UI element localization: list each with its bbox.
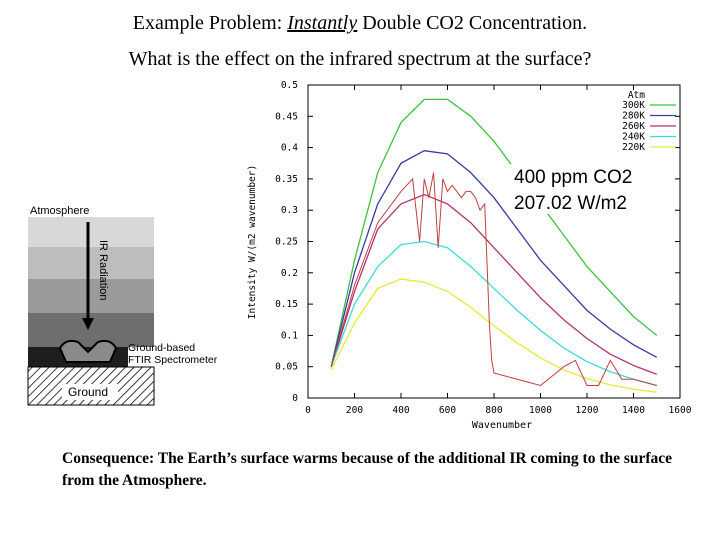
x-tick-label: 1600 xyxy=(669,405,692,416)
y-tick-label: 0.45 xyxy=(275,111,298,122)
figure-canvas: Atmosphere IR Radiation Ground-based FTI… xyxy=(27,80,692,431)
x-tick-label: 400 xyxy=(392,405,409,416)
y-tick-label: 0.5 xyxy=(281,80,298,91)
consequence-text: Consequence: The Earth’s surface warms b… xyxy=(62,450,673,489)
series-line-260k xyxy=(330,193,657,375)
x-tick-label: 1000 xyxy=(529,405,552,416)
atmosphere-layer-2 xyxy=(28,247,154,279)
y-tick-label: 0.05 xyxy=(275,362,298,373)
ground-label: Ground xyxy=(68,385,108,399)
series-line-220k xyxy=(330,278,657,394)
y-tick-label: 0.25 xyxy=(275,237,298,248)
series-lines xyxy=(330,98,658,394)
x-tick-label: 0 xyxy=(305,405,311,416)
x-axis-label: Wavenumber xyxy=(472,420,532,431)
atmosphere-label: Atmosphere xyxy=(30,205,89,217)
series-line-measured xyxy=(330,172,657,387)
legend-label-220k: 220K xyxy=(622,142,645,153)
ir-radiation-label: IR Radiation xyxy=(97,240,109,301)
annotation-line-1: 400 ppm CO2 xyxy=(514,167,632,188)
atmosphere-layer-1 xyxy=(28,217,154,247)
legend-label-260k: 260K xyxy=(622,121,645,132)
x-tick-label: 800 xyxy=(485,405,502,416)
legend-label-300k: 300K xyxy=(622,100,645,111)
title-line-2: What is the effect on the infrared spect… xyxy=(128,48,592,70)
series-line-280k xyxy=(330,150,658,367)
x-tick-label: 600 xyxy=(439,405,456,416)
y-tick-label: 0 xyxy=(292,393,298,404)
series-line-300k xyxy=(330,98,658,367)
y-tick-label: 0.15 xyxy=(275,299,298,310)
y-tick-label: 0.3 xyxy=(281,205,298,216)
y-tick-label: 0.2 xyxy=(281,268,298,279)
annotation-bg xyxy=(510,164,674,214)
legend-label-280k: 280K xyxy=(622,111,645,122)
title-prefix: Example Problem: xyxy=(132,12,283,34)
y-tick-label: 0.35 xyxy=(275,174,298,185)
spectrum-chart: 0 0.05 0.1 0.15 0.2 0.25 0.3 0.35 0.4 0.45 0.5 0 20… xyxy=(247,80,692,431)
annotation-line-2: 207.02 W/m2 xyxy=(514,193,627,214)
title-emphasis: Instantly xyxy=(287,12,358,34)
legend-title: Atm xyxy=(628,90,645,101)
legend-label-240k: 240K xyxy=(622,132,645,143)
x-tick-label: 1200 xyxy=(576,405,599,416)
series-line-240k xyxy=(330,240,657,387)
spectrometer-label-2: FTIR Spectrometer xyxy=(128,354,218,366)
ir-arrow-head xyxy=(82,318,94,330)
x-axis-ticks: 0 200 400 600 800 1000 1200 1400 1600 xyxy=(305,85,692,416)
spectrometer-icon xyxy=(58,339,118,363)
y-axis-label: Intensity W/(m2 wavenumber) xyxy=(247,165,258,319)
atmosphere-diagram: Atmosphere IR Radiation Ground-based FTI… xyxy=(27,203,218,406)
y-tick-label: 0.4 xyxy=(281,143,298,154)
atmosphere-layer-3 xyxy=(28,279,154,313)
y-axis-ticks: 0 0.05 0.1 0.15 0.2 0.25 0.3 0.35 0.4 0.45 0.5 xyxy=(275,80,680,404)
y-tick-label: 0.1 xyxy=(281,330,298,341)
x-tick-label: 1400 xyxy=(622,405,645,416)
spectrometer-label-1: Ground-based xyxy=(128,342,195,354)
title-suffix: Double CO2 Concentration. xyxy=(362,12,588,34)
ground-label-bg xyxy=(62,384,118,400)
diagram-top-band xyxy=(28,203,154,217)
x-tick-label: 200 xyxy=(346,405,363,416)
title-line-1: Example Problem: Instantly Double CO2 Co… xyxy=(0,10,720,36)
